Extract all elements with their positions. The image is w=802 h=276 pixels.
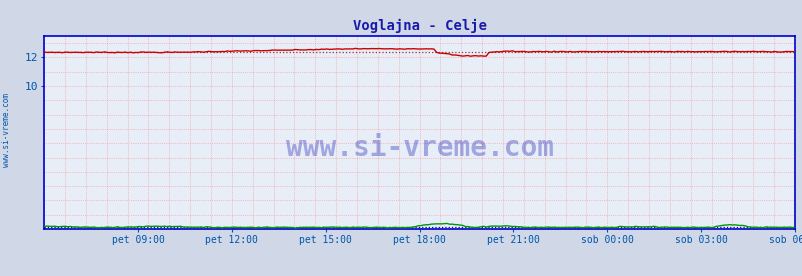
Text: www.si-vreme.com: www.si-vreme.com bbox=[286, 134, 553, 162]
Text: www.si-vreme.com: www.si-vreme.com bbox=[2, 93, 11, 167]
Title: Voglajna - Celje: Voglajna - Celje bbox=[352, 19, 486, 33]
